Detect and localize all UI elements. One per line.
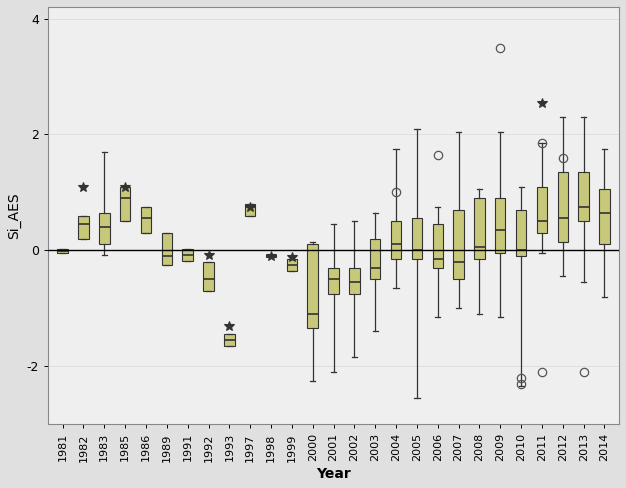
- Y-axis label: Si_AES: Si_AES: [7, 192, 21, 239]
- PathPatch shape: [224, 334, 235, 346]
- PathPatch shape: [78, 216, 89, 239]
- PathPatch shape: [558, 172, 568, 242]
- PathPatch shape: [162, 233, 172, 265]
- PathPatch shape: [245, 204, 255, 216]
- PathPatch shape: [433, 224, 443, 267]
- PathPatch shape: [287, 259, 297, 270]
- PathPatch shape: [266, 255, 276, 257]
- PathPatch shape: [99, 213, 110, 244]
- PathPatch shape: [578, 172, 589, 222]
- PathPatch shape: [453, 210, 464, 279]
- PathPatch shape: [599, 189, 610, 244]
- PathPatch shape: [412, 219, 422, 259]
- PathPatch shape: [536, 186, 547, 233]
- PathPatch shape: [329, 267, 339, 294]
- PathPatch shape: [307, 244, 318, 328]
- PathPatch shape: [495, 198, 505, 253]
- PathPatch shape: [516, 210, 526, 256]
- PathPatch shape: [391, 222, 401, 259]
- PathPatch shape: [349, 267, 359, 294]
- PathPatch shape: [370, 239, 381, 279]
- PathPatch shape: [475, 198, 485, 259]
- PathPatch shape: [141, 207, 151, 233]
- X-axis label: Year: Year: [316, 467, 351, 481]
- PathPatch shape: [58, 249, 68, 253]
- PathPatch shape: [182, 249, 193, 261]
- PathPatch shape: [203, 262, 213, 291]
- PathPatch shape: [120, 186, 130, 222]
